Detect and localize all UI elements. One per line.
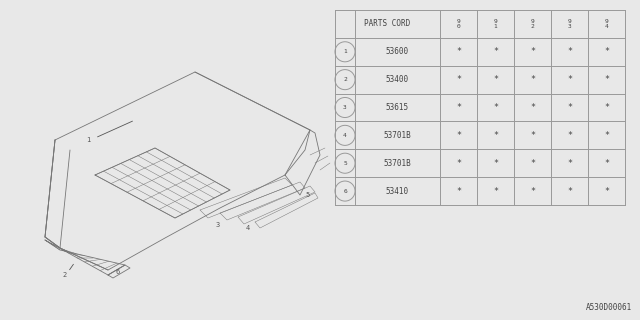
Text: 53600: 53600: [386, 47, 409, 56]
Text: *: *: [456, 159, 461, 168]
Text: *: *: [530, 131, 535, 140]
Text: 6: 6: [116, 269, 120, 275]
Text: 53615: 53615: [386, 103, 409, 112]
Text: 9
0: 9 0: [456, 19, 460, 29]
Text: *: *: [604, 75, 609, 84]
Text: *: *: [456, 47, 461, 56]
Text: A530D00061: A530D00061: [586, 303, 632, 312]
Text: 1: 1: [86, 137, 90, 143]
Text: *: *: [456, 131, 461, 140]
Text: *: *: [530, 103, 535, 112]
Text: *: *: [493, 187, 498, 196]
Text: *: *: [567, 47, 572, 56]
Text: *: *: [567, 75, 572, 84]
Text: *: *: [604, 47, 609, 56]
Text: *: *: [493, 47, 498, 56]
Text: 53400: 53400: [386, 75, 409, 84]
Text: *: *: [567, 159, 572, 168]
Text: 3: 3: [343, 105, 347, 110]
Text: 53701B: 53701B: [383, 131, 412, 140]
Text: *: *: [530, 47, 535, 56]
Text: 2: 2: [343, 77, 347, 82]
Text: 2: 2: [63, 272, 67, 278]
Text: *: *: [456, 75, 461, 84]
Text: 6: 6: [343, 188, 347, 194]
Text: *: *: [604, 103, 609, 112]
Text: 4: 4: [246, 225, 250, 231]
Text: *: *: [530, 187, 535, 196]
Text: *: *: [456, 103, 461, 112]
Text: *: *: [530, 75, 535, 84]
Text: 9
3: 9 3: [568, 19, 572, 29]
Text: *: *: [530, 159, 535, 168]
Text: 5: 5: [343, 161, 347, 166]
Text: *: *: [493, 159, 498, 168]
Text: 4: 4: [343, 133, 347, 138]
Text: *: *: [493, 103, 498, 112]
Text: 5: 5: [306, 192, 310, 198]
Text: *: *: [604, 159, 609, 168]
Text: *: *: [456, 187, 461, 196]
Text: *: *: [567, 103, 572, 112]
Text: *: *: [567, 131, 572, 140]
Text: 1: 1: [343, 49, 347, 54]
Text: 3: 3: [216, 222, 220, 228]
Text: 53701B: 53701B: [383, 159, 412, 168]
Text: *: *: [604, 187, 609, 196]
Text: 9
2: 9 2: [531, 19, 534, 29]
Text: PARTS CORD: PARTS CORD: [364, 20, 411, 28]
Text: 9
4: 9 4: [605, 19, 609, 29]
Text: *: *: [493, 75, 498, 84]
Text: 9
1: 9 1: [493, 19, 497, 29]
Text: *: *: [567, 187, 572, 196]
Text: 53410: 53410: [386, 187, 409, 196]
Text: *: *: [493, 131, 498, 140]
Text: *: *: [604, 131, 609, 140]
